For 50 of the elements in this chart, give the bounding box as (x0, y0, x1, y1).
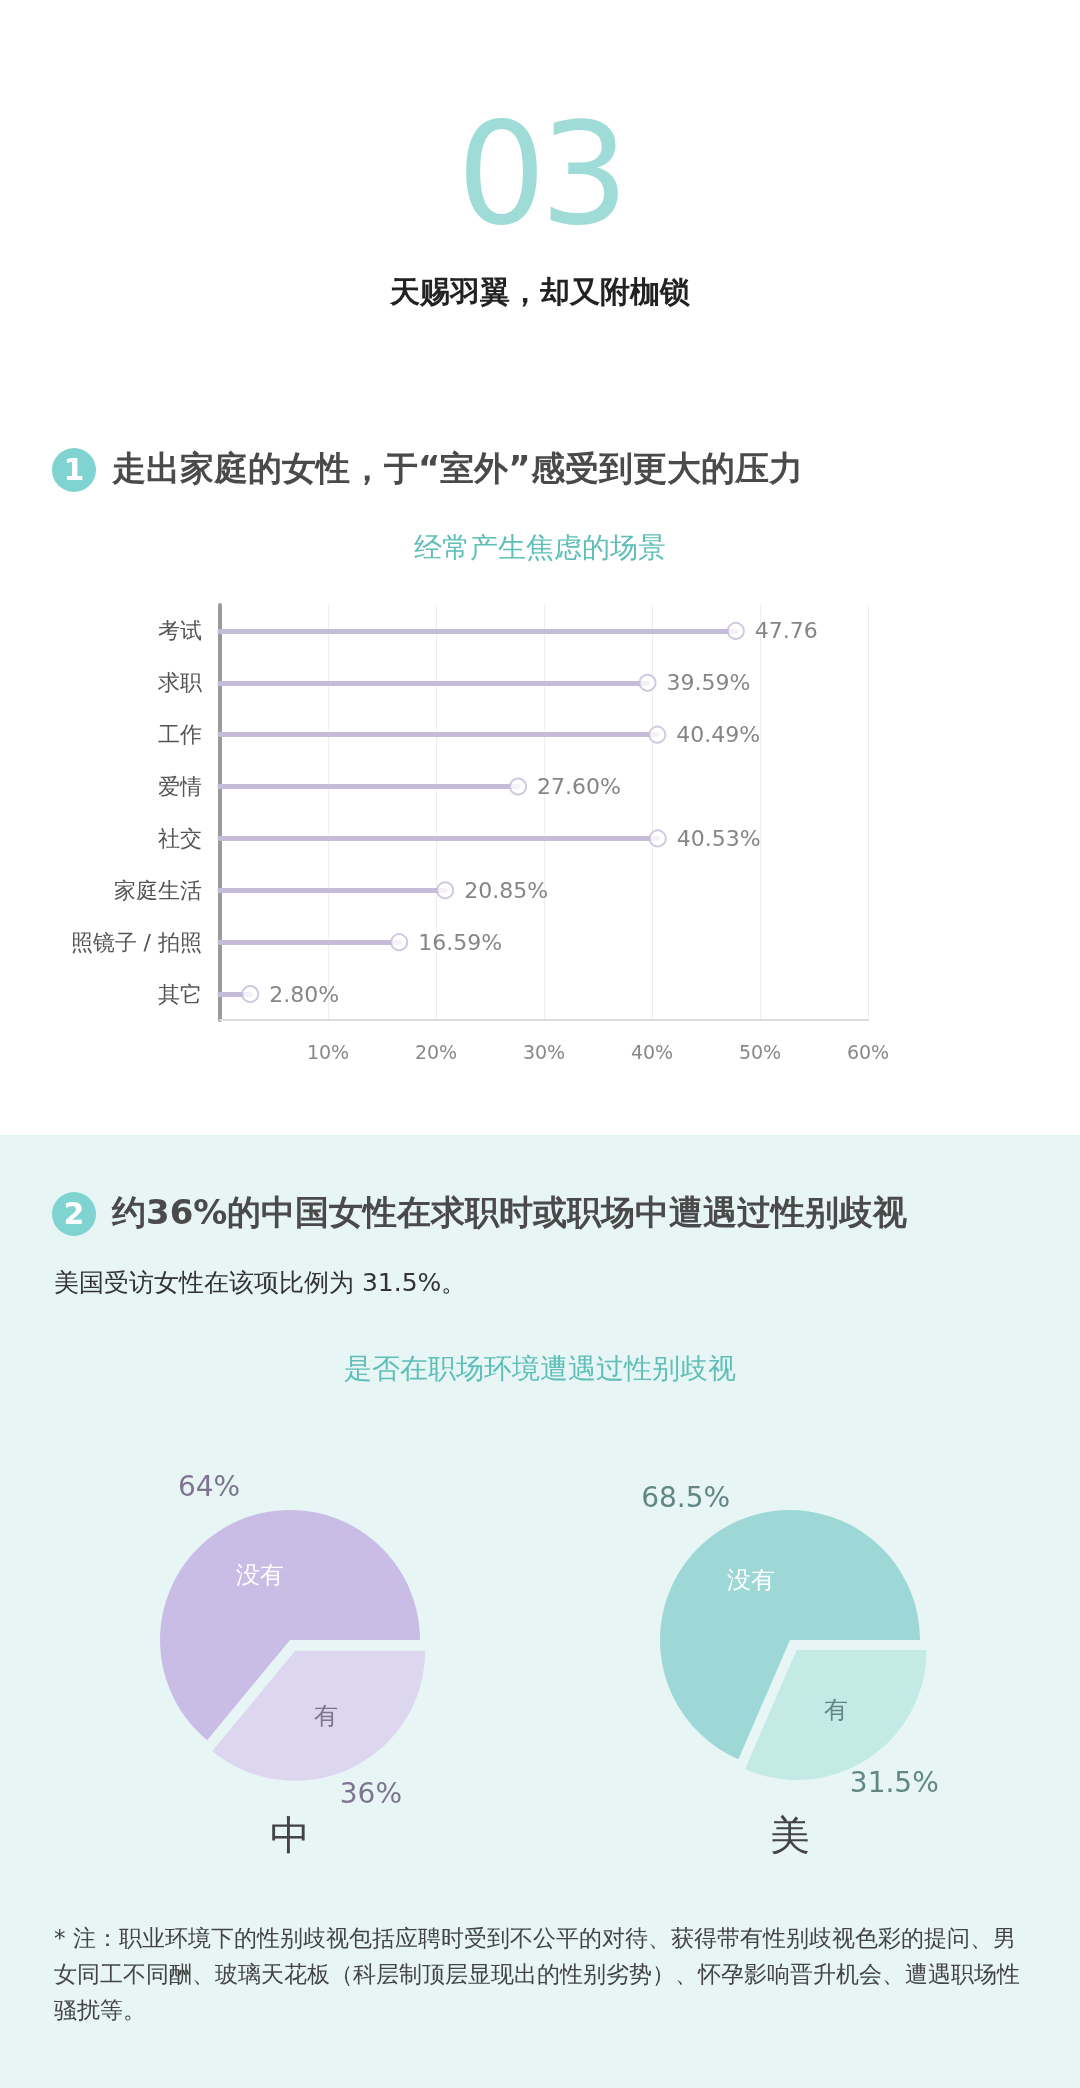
data-label: 40.53% (676, 825, 761, 851)
slice-label: 有 (313, 1701, 338, 1730)
y-tick-label: 考试 (158, 618, 202, 644)
point (648, 725, 667, 744)
data-label: 20.85% (464, 877, 549, 903)
data-label: 40.49% (676, 722, 761, 748)
x-tick-label: 50% (738, 1040, 782, 1063)
y-tick-label: 其它 (158, 981, 202, 1007)
data-label: 16.59% (418, 929, 503, 955)
text: 走出家庭的女性，于“室外”感受到更大的压力 (112, 447, 803, 490)
text: 美国受访女性在该项比例为 31.5%。 (54, 1267, 467, 1299)
y-tick-label: 社交 (158, 825, 202, 851)
y-tick-label: 工作 (158, 722, 202, 748)
text: 约36%的中国女性在求职时或职场中遭遇过性别歧视 (112, 1191, 908, 1234)
text: 2 (62, 1196, 86, 1231)
data-label: 68.5% (641, 1481, 731, 1515)
y-tick-label: 家庭生活 (114, 877, 202, 903)
data-label: 36% (339, 1777, 403, 1811)
x-tick-label: 30% (522, 1040, 566, 1063)
slice-label: 有 (823, 1695, 848, 1724)
data-label: 47.76 (754, 618, 818, 644)
text: 中 (270, 1812, 310, 1858)
text: 美 (770, 1812, 810, 1858)
point (241, 985, 260, 1004)
y-tick-label: 爱情 (158, 774, 202, 800)
data-label: 39.59% (666, 670, 751, 696)
point (726, 621, 745, 640)
data-label: 2.80% (269, 981, 340, 1007)
x-tick-label: 20% (414, 1040, 458, 1063)
point (648, 829, 667, 848)
chart-title: 经常产生焦虑的场景 (414, 530, 666, 564)
data-label: 31.5% (849, 1765, 939, 1799)
point (509, 777, 528, 796)
data-label: 64% (177, 1469, 241, 1503)
slice-label: 没有 (235, 1561, 284, 1590)
x-tick-label: 40% (630, 1040, 674, 1063)
text: 天赐羽翼，却又附枷锁 (389, 273, 691, 311)
point (638, 673, 657, 692)
data-label: 27.60% (537, 774, 621, 800)
point (436, 881, 455, 900)
text: * 注：职业环境下的性别歧视包括应聘时受到不公平的对待、获得带有性别歧视色彩的提问、男女同工不同酬、玻璃天花板（科层制顶层显现出的性别劣势）、怀孕影响晋升机会、遭遇职场性骚扰等。 (54, 1924, 1021, 2025)
y-tick-label: 求职 (158, 670, 202, 696)
point (390, 933, 409, 952)
x-tick-label: 10% (306, 1040, 350, 1063)
text: 1 (62, 452, 86, 487)
text: 03 (455, 93, 625, 256)
x-tick-label: 60% (846, 1040, 890, 1063)
text: 是否在职场环境遭遇过性别歧视 (343, 1351, 737, 1387)
y-tick-label: 照镜子 / 拍照 (70, 929, 202, 955)
slice-label: 没有 (726, 1566, 775, 1595)
